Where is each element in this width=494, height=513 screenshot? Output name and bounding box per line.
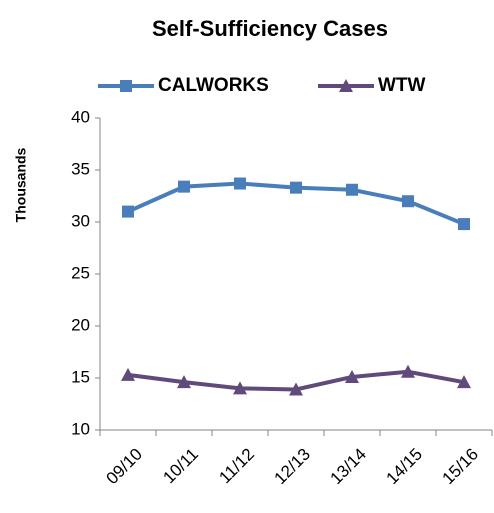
x-tick-label: 10/11 (159, 445, 202, 488)
y-tick-label: 30 (71, 211, 90, 230)
x-tick-label: 12/13 (270, 445, 314, 489)
marker (402, 195, 414, 208)
x-tick-label: 15/16 (438, 445, 482, 489)
marker (401, 364, 415, 378)
y-tick-label: 35 (71, 159, 90, 178)
marker (120, 80, 132, 92)
marker (121, 367, 135, 381)
marker (289, 382, 303, 396)
y-tick-label: 15 (71, 367, 90, 386)
marker (234, 177, 246, 190)
y-tick-label: 40 (71, 107, 90, 126)
marker (458, 218, 470, 231)
legend-label: CALWORKS (158, 75, 269, 96)
y-tick-label: 10 (71, 419, 90, 438)
marker (233, 381, 247, 395)
marker (122, 205, 134, 218)
marker (177, 375, 191, 389)
marker (457, 375, 471, 389)
y-tick-label: 25 (71, 263, 90, 282)
x-tick-label: 14/15 (382, 445, 426, 489)
y-axis-label: Thousands (13, 147, 29, 222)
chart-title: Self-Sufficiency Cases (152, 16, 388, 41)
y-tick-label: 20 (71, 315, 90, 334)
x-tick-label: 11/12 (215, 445, 258, 488)
marker (339, 79, 353, 92)
x-tick-label: 13/14 (326, 445, 370, 489)
legend-label: WTW (378, 75, 426, 96)
marker (345, 369, 359, 383)
x-tick-label: 09/10 (102, 445, 146, 489)
marker (290, 181, 302, 194)
marker (346, 183, 358, 196)
marker (178, 180, 190, 193)
